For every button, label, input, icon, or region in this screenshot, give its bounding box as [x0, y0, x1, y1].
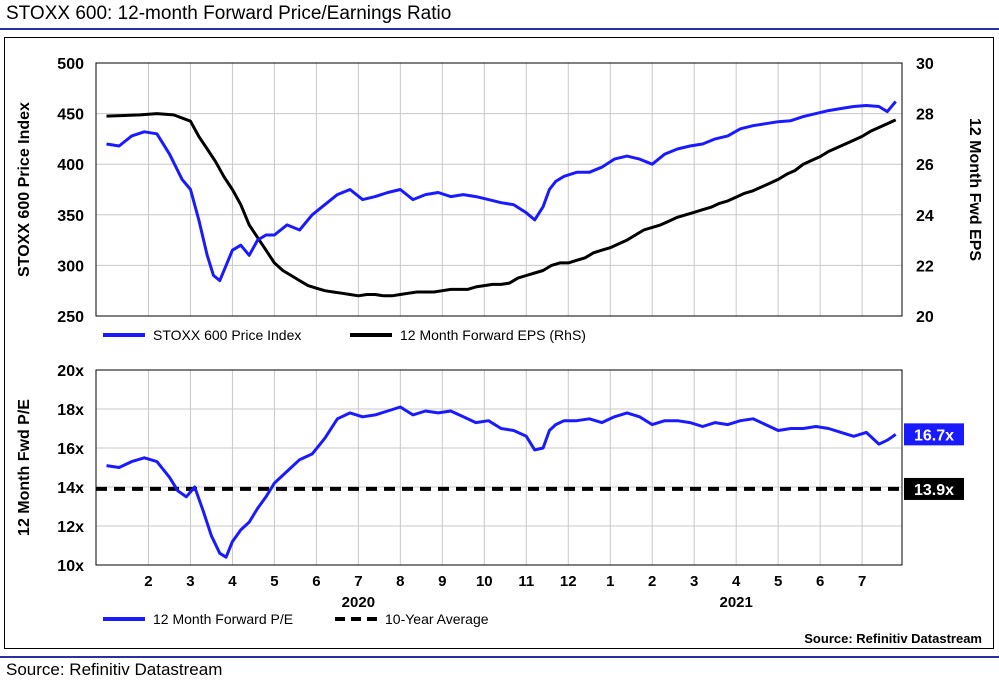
x-tick-label: 5 [270, 573, 278, 590]
y-right-tick-label: 20 [916, 309, 934, 326]
y-left-tick-label: 300 [57, 258, 84, 275]
y-right-axis-label: 12 Month Fwd EPS [966, 118, 983, 261]
value-badge-label: 13.9x [914, 482, 954, 499]
title-divider [0, 28, 999, 30]
x-tick-label: 6 [816, 573, 824, 590]
bottom-plot-border [95, 369, 903, 566]
y-right-tick-label: 22 [916, 258, 934, 275]
y-right-tick-label: 24 [916, 208, 934, 225]
value-badge [904, 423, 964, 446]
y-tick-label: 14x [57, 480, 84, 497]
inner-source-label: Source: Refinitiv Datastream [804, 631, 982, 646]
footer-source: Source: Refinitiv Datastream [6, 660, 223, 679]
value-badge [904, 477, 964, 500]
value-badge-label: 16.7x [914, 427, 954, 444]
forward-pe-line [106, 405, 897, 559]
top-plot-border [95, 62, 903, 317]
chart-title: STOXX 600: 12-month Forward Price/Earnin… [6, 3, 452, 24]
legend-eps-label: 12 Month Forward EPS (RhS) [400, 327, 586, 343]
y-axis-label: 12 Month Fwd P/E [16, 399, 33, 536]
y-tick-label: 16x [57, 441, 84, 458]
x-tick-label: 5 [774, 573, 782, 590]
legend-average-label: 10-Year Average [385, 611, 489, 627]
y-right-tick-label: 28 [916, 107, 934, 124]
x-tick-label: 9 [438, 573, 446, 590]
x-tick-label: 2 [648, 573, 656, 590]
top-panel: 250 300 350 400 450 500 20 22 24 26 28 30 STOXX 600 … [16, 56, 983, 326]
chart-frame [4, 37, 994, 649]
x-tick-label: 12 [560, 573, 577, 590]
x-tick-label: 7 [858, 573, 866, 590]
x-tick-label: 3 [690, 573, 698, 590]
price-index-line [106, 100, 897, 283]
y-left-tick-label: 350 [57, 208, 84, 225]
x-tick-label: 10 [476, 573, 493, 590]
y-right-tick-label: 30 [916, 56, 934, 73]
x-tick-label: 6 [312, 573, 320, 590]
y-left-tick-label: 450 [57, 107, 84, 124]
x-tick-label: 7 [354, 573, 362, 590]
x-tick-label: 4 [732, 573, 741, 590]
legends: STOXX 600 Price Index 12 Month Forward EP… [103, 327, 586, 627]
x-tick-label: 1 [606, 573, 614, 590]
x-tick-label: 3 [186, 573, 194, 590]
y-left-tick-label: 500 [57, 56, 84, 73]
y-tick-label: 10x [57, 558, 84, 575]
y-left-tick-label: 400 [57, 157, 84, 174]
eps-line [106, 112, 897, 298]
x-tick-label: 2 [144, 573, 152, 590]
y-left-axis-label: STOXX 600 Price Index [16, 102, 33, 277]
y-tick-label: 20x [57, 363, 84, 380]
y-left-tick-label: 250 [57, 309, 84, 326]
x-tick-label: 8 [396, 573, 404, 590]
footer-divider [0, 656, 999, 658]
legend-price-label: STOXX 600 Price Index [153, 327, 301, 343]
y-right-tick-label: 26 [916, 157, 934, 174]
x-tick-label: 4 [228, 573, 237, 590]
x-tick-label: 11 [518, 573, 534, 590]
y-tick-label: 18x [57, 402, 84, 419]
x-year-label: 2020 [342, 594, 375, 611]
x-year-label: 2021 [719, 594, 752, 611]
y-tick-label: 12x [57, 519, 84, 536]
legend-pe-label: 12 Month Forward P/E [153, 611, 293, 627]
